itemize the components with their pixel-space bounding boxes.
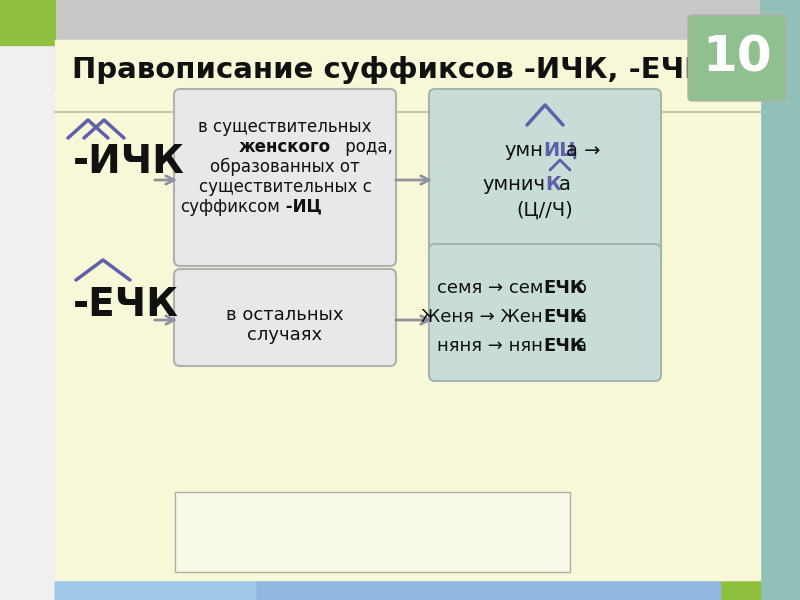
Text: женского: женского <box>239 138 331 156</box>
Text: Правописание суффиксов -ИЧК, -ЕЧК: Правописание суффиксов -ИЧК, -ЕЧК <box>72 56 708 84</box>
FancyBboxPatch shape <box>429 89 661 266</box>
Text: а: а <box>576 337 587 355</box>
Bar <box>0 0 55 45</box>
Text: Женя → Жен: Женя → Жен <box>422 308 543 326</box>
Text: 10: 10 <box>702 34 772 82</box>
FancyBboxPatch shape <box>174 269 396 366</box>
Bar <box>760 0 800 600</box>
Text: а →: а → <box>566 140 601 160</box>
Bar <box>0 0 55 600</box>
Text: семя → сем: семя → сем <box>437 279 543 297</box>
Text: а: а <box>559 175 571 194</box>
Text: умн: умн <box>504 140 543 160</box>
Text: няня → нян: няня → нян <box>437 337 543 355</box>
Text: ЕЧК: ЕЧК <box>543 308 585 326</box>
Text: в остальных: в остальных <box>226 305 344 323</box>
Text: умнич: умнич <box>482 175 545 194</box>
Text: ЕЧК: ЕЧК <box>543 337 585 355</box>
Text: ИЦ: ИЦ <box>543 140 578 160</box>
Text: образованных от: образованных от <box>210 158 360 176</box>
Text: ЕЧК: ЕЧК <box>543 279 585 297</box>
Bar <box>720 570 760 600</box>
Text: -ЕЧК: -ЕЧК <box>73 286 179 324</box>
Bar <box>55 40 760 580</box>
Bar <box>55 580 255 600</box>
Text: К: К <box>545 175 561 194</box>
Text: существительных с: существительных с <box>198 178 371 196</box>
Text: рода,: рода, <box>340 138 393 156</box>
Text: (Ц//Ч): (Ц//Ч) <box>517 200 574 220</box>
Text: суффиксом: суффиксом <box>180 198 280 216</box>
Bar <box>55 580 720 600</box>
FancyBboxPatch shape <box>174 89 396 266</box>
FancyBboxPatch shape <box>688 15 786 101</box>
Text: случаях: случаях <box>247 325 322 343</box>
Bar <box>55 45 115 90</box>
FancyBboxPatch shape <box>429 244 661 381</box>
Text: -ИЧК: -ИЧК <box>73 143 185 181</box>
Text: а: а <box>576 308 587 326</box>
Bar <box>175 492 570 572</box>
Text: о: о <box>576 279 587 297</box>
Text: в существительных: в существительных <box>198 118 372 136</box>
Text: -ИЦ: -ИЦ <box>280 198 322 216</box>
